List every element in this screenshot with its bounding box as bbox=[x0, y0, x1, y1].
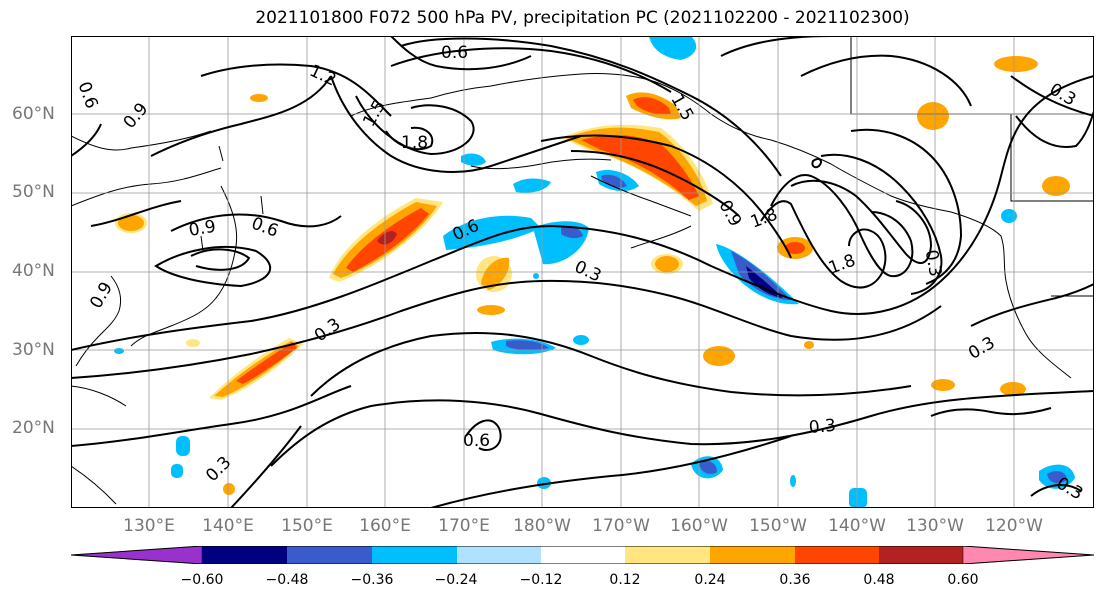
graticule bbox=[71, 36, 1094, 508]
map-plot: 0.6 1.2 1.5 1.8 0.9 0.6 0.9 0.6 0.9 0.6 … bbox=[71, 36, 1094, 508]
lon-label: 140°W bbox=[828, 516, 886, 536]
colorbar-segment bbox=[457, 546, 541, 564]
colorbar bbox=[71, 546, 1094, 564]
lon-label: 160°W bbox=[670, 516, 728, 536]
colorbar-tick: −0.36 bbox=[350, 572, 394, 588]
contour-label: 1.8 bbox=[401, 133, 428, 153]
colorbar-tick: −0.12 bbox=[519, 572, 563, 588]
colorbar-tick: −0.24 bbox=[434, 572, 478, 588]
colorbar-over bbox=[962, 546, 1094, 564]
lon-label: 140°E bbox=[202, 516, 254, 536]
precip-negative-anomalies bbox=[114, 36, 1075, 508]
lon-label: 150°E bbox=[281, 516, 333, 536]
colorbar-segment bbox=[625, 546, 710, 564]
contour-label: 0.3 bbox=[808, 416, 837, 438]
colorbar-tick: 0.24 bbox=[694, 572, 726, 588]
lon-label: 130°W bbox=[906, 516, 964, 536]
colorbar-segment bbox=[710, 546, 795, 564]
lat-label: 60°N bbox=[12, 104, 55, 124]
colorbar-under bbox=[71, 546, 203, 564]
lat-label: 30°N bbox=[12, 340, 55, 360]
contour-label: 0.6 bbox=[441, 43, 468, 63]
contour-labels: 0.6 1.2 1.5 1.8 0.9 0.6 0.9 0.6 0.9 0.6 … bbox=[74, 43, 1087, 504]
lon-label: 180°W bbox=[513, 516, 571, 536]
lon-label: 160°E bbox=[359, 516, 411, 536]
colorbar-segment bbox=[202, 546, 287, 564]
contour-label: 0.6 bbox=[463, 431, 490, 451]
lon-label: 120°W bbox=[985, 516, 1043, 536]
map-title: 2021101800 F072 500 hPa PV, precipitatio… bbox=[255, 8, 910, 28]
lat-label: 40°N bbox=[12, 261, 55, 281]
colorbar-tick: 0.12 bbox=[609, 572, 641, 588]
lon-label: 130°E bbox=[123, 516, 175, 536]
colorbar-segment bbox=[879, 546, 963, 564]
colorbar-segment bbox=[372, 546, 457, 564]
lon-label: 170°W bbox=[592, 516, 650, 536]
contour-label: 0.9 bbox=[187, 217, 217, 241]
colorbar-segment bbox=[287, 546, 372, 564]
colorbar-segment bbox=[795, 546, 879, 564]
colorbar-tick: −0.60 bbox=[180, 572, 224, 588]
colorbar-tick: −0.48 bbox=[265, 572, 309, 588]
lat-label: 20°N bbox=[12, 418, 55, 438]
colorbar-tick: 0.48 bbox=[863, 572, 895, 588]
colorbar-tick: 0.60 bbox=[947, 572, 979, 588]
pv-contours bbox=[71, 36, 1094, 508]
colorbar-tick: 0.36 bbox=[779, 572, 811, 588]
lon-label: 150°W bbox=[749, 516, 807, 536]
lon-label: 170°E bbox=[438, 516, 490, 536]
contour-label: 0.3 bbox=[921, 248, 945, 278]
colorbar-segment bbox=[541, 546, 625, 564]
lat-label: 50°N bbox=[12, 182, 55, 202]
